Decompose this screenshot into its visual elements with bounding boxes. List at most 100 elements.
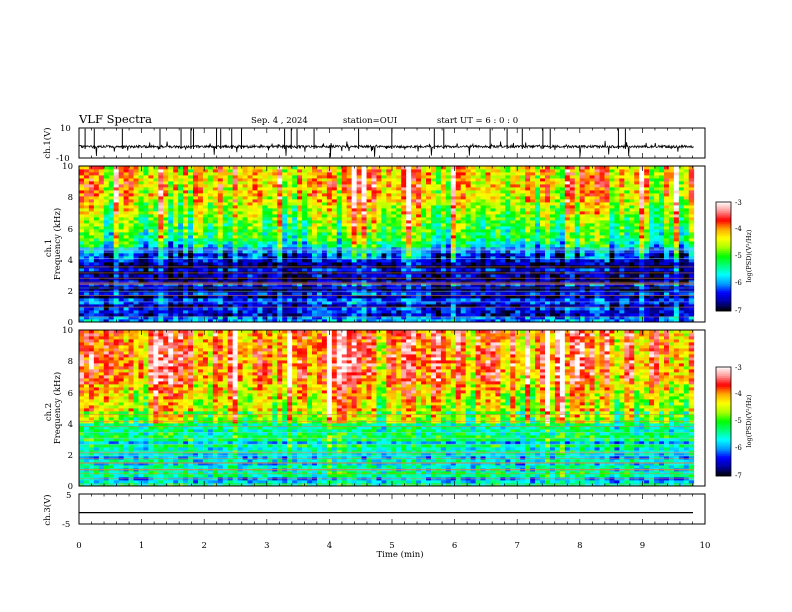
spectrogram-cell xyxy=(515,277,521,281)
spectrogram-cell xyxy=(396,277,402,281)
spectrogram-cell xyxy=(217,232,224,236)
spectrogram-cell xyxy=(510,310,516,314)
spectrogram-cell xyxy=(302,181,308,185)
spectrogram-cell xyxy=(430,280,437,284)
spectrogram-cell xyxy=(549,256,556,260)
spectrogram-cell xyxy=(401,205,407,209)
spectrogram-cell xyxy=(148,193,154,197)
spectrogram-cell xyxy=(88,316,95,320)
spectrogram-cell xyxy=(222,220,229,224)
start-time-label: start UT = 6 : 0 : 0 xyxy=(437,116,518,126)
spectrogram-cell xyxy=(88,178,95,182)
spectrogram-cell xyxy=(515,298,521,302)
spectrogram-cell xyxy=(148,292,154,296)
spectrogram-cell xyxy=(237,244,243,248)
spectrogram-cell xyxy=(426,187,432,191)
spectrogram-cell xyxy=(168,193,174,197)
spectrogram-cell xyxy=(421,199,427,203)
spectrogram-cell xyxy=(222,319,229,323)
spectrogram-cell xyxy=(242,244,248,248)
spectrogram-cell xyxy=(336,229,343,233)
spectrogram-cell xyxy=(202,190,209,194)
spectrogram-cell xyxy=(475,184,481,188)
spectrogram-cell xyxy=(302,208,308,212)
spectrogram-cell xyxy=(540,301,546,305)
spectrogram-cell xyxy=(386,199,392,203)
spectrogram-cell xyxy=(227,295,234,299)
spectrogram-cell xyxy=(173,250,179,254)
spectrogram-cell xyxy=(183,280,189,284)
spectrogram-cell xyxy=(515,262,521,266)
spectrogram-cell xyxy=(163,262,169,266)
spectrogram-cell xyxy=(445,307,452,311)
spectrogram-cell xyxy=(336,304,343,308)
spectrogram-cell xyxy=(168,175,174,179)
spectrogram-cell xyxy=(361,232,367,236)
spectrogram-cell xyxy=(351,193,358,197)
spectrogram-cell xyxy=(148,169,154,173)
spectrogram-cell xyxy=(173,238,179,242)
spectrogram-cell xyxy=(183,238,189,242)
spectrogram-cell xyxy=(455,286,462,290)
spectrogram-cell xyxy=(460,310,467,314)
spectrogram-cell xyxy=(530,205,536,209)
spectrogram-cell xyxy=(545,310,551,314)
spectrogram-cell xyxy=(505,172,511,176)
spectrogram-cell xyxy=(272,190,278,194)
spectrogram-cell xyxy=(470,256,476,260)
spectrogram-cell xyxy=(416,178,422,182)
spectrogram-cell xyxy=(227,304,234,308)
spectrogram-cell xyxy=(411,247,417,251)
spectrogram-cell xyxy=(227,319,234,323)
spectrogram-cell xyxy=(480,262,486,266)
spectrogram-cell xyxy=(316,304,323,308)
spectrogram-cell xyxy=(426,199,432,203)
spectrogram-cell xyxy=(79,241,85,245)
spectrogram-cell xyxy=(297,304,303,308)
spectrogram-cell xyxy=(188,169,194,173)
spectrogram-cell xyxy=(341,292,348,296)
spectrogram-cell xyxy=(445,295,452,299)
spectrogram-cell xyxy=(237,259,243,263)
spectrogram-cell xyxy=(88,295,95,299)
spectrogram-cell xyxy=(341,187,348,191)
spectrogram-cell xyxy=(316,238,323,242)
spectrogram-cell xyxy=(153,193,159,197)
spectrogram-cell xyxy=(440,202,447,206)
spectrogram-cell xyxy=(376,190,382,194)
spectrogram-cell xyxy=(366,316,372,320)
spectrogram-cell xyxy=(123,253,129,257)
spectrogram-cell xyxy=(426,166,432,170)
spectrogram-cell xyxy=(525,190,531,194)
spectrogram-cell xyxy=(460,259,467,263)
spectrogram-cell xyxy=(108,280,115,284)
spectrogram-cell xyxy=(272,292,278,296)
spectrogram-cell xyxy=(490,268,496,272)
spectrogram-cell xyxy=(520,199,526,203)
spectrogram-cell xyxy=(133,184,139,188)
spectrogram-cell xyxy=(163,202,169,206)
spectrogram-cell xyxy=(530,166,536,170)
spectrogram-cell xyxy=(287,313,293,317)
spectrogram-cell xyxy=(515,247,521,251)
spectrogram-cell xyxy=(158,250,164,254)
spectrogram-cell xyxy=(336,238,343,242)
spectrogram-cell xyxy=(307,259,313,263)
spectrogram-cell xyxy=(346,301,353,305)
spectrogram-cell xyxy=(326,193,333,197)
spectrogram-cell xyxy=(401,262,407,266)
spectrogram-cell xyxy=(535,301,541,305)
spectrogram-cell xyxy=(406,229,412,233)
spectrogram-cell xyxy=(292,259,298,263)
spectrogram-cell xyxy=(138,217,144,221)
spectrogram-cell xyxy=(416,220,422,224)
spectrogram-cell xyxy=(202,232,209,236)
spectrogram-cell xyxy=(371,256,377,260)
spectrogram-cell xyxy=(83,214,90,218)
spectrogram-cell xyxy=(450,238,457,242)
spectrogram-cell xyxy=(312,214,318,218)
spectrogram-cell xyxy=(371,247,377,251)
spectrogram-cell xyxy=(148,217,154,221)
spectrogram-cell xyxy=(515,196,521,200)
spectrogram-cell xyxy=(401,289,407,293)
